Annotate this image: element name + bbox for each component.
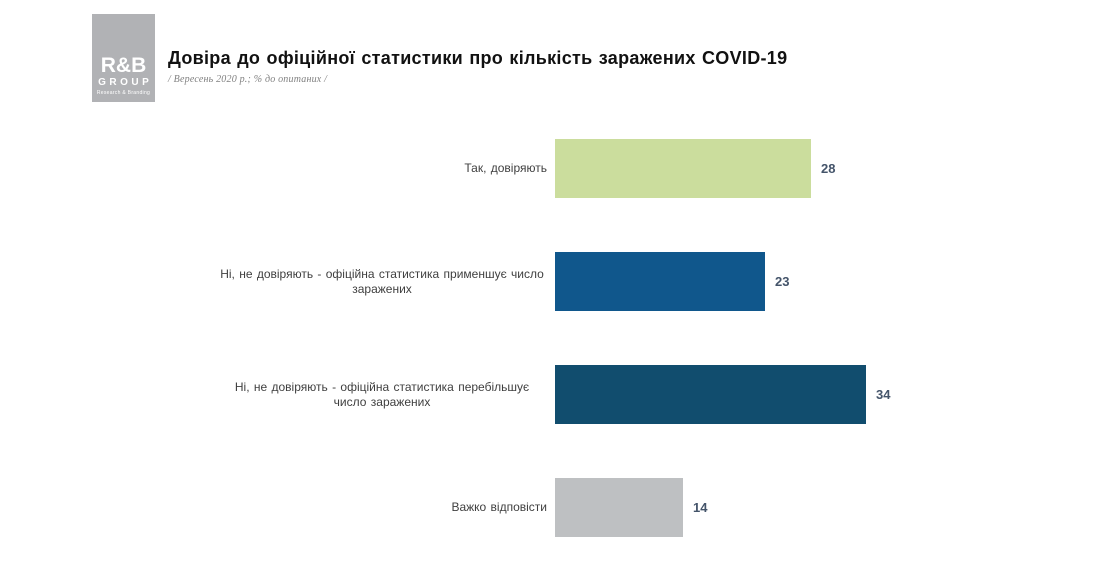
value-label: 14: [693, 500, 708, 515]
rb-group-logo: R&B GROUP Research & Branding: [92, 14, 155, 102]
category-label: Важко відповісти: [451, 500, 547, 514]
category-label: Так, довіряють: [464, 161, 547, 175]
chart-title: Довіра до офіційної статистики про кільк…: [168, 48, 788, 68]
bar: [555, 365, 866, 424]
bar-row: Ні, не довіряють - офіційна статистика п…: [0, 338, 1050, 451]
category-label-cell: Ні, не довіряють - офіційна статистика п…: [0, 380, 555, 410]
chart-header: Довіра до офіційної статистики про кільк…: [168, 47, 1068, 85]
bar: [555, 139, 811, 198]
bar-row: Важко відповісти 14: [0, 451, 1050, 564]
category-label-cell: Так, довіряють: [0, 161, 555, 176]
category-label: Ні, не довіряють - офіційна статистика п…: [220, 266, 544, 296]
category-label: Ні, не довіряють - офіційна статистика п…: [234, 379, 530, 409]
category-label-cell: Ні, не довіряють - офіційна статистика п…: [0, 267, 555, 297]
logo-brand-text: R&B: [100, 54, 147, 77]
bar-cell: 23: [555, 225, 789, 338]
bar-chart: Так, довіряють 28 Ні, не довіряють - офі…: [0, 112, 1050, 564]
bar-row: Ні, не довіряють - офіційна статистика п…: [0, 225, 1050, 338]
value-label: 34: [876, 387, 891, 402]
bar: [555, 252, 765, 311]
bar-cell: 28: [555, 112, 835, 225]
value-label: 28: [821, 161, 836, 176]
value-label: 23: [775, 274, 790, 289]
bar-row: Так, довіряють 28: [0, 112, 1050, 225]
category-label-cell: Важко відповісти: [0, 500, 555, 515]
logo-tagline-text: Research & Branding: [96, 90, 151, 96]
chart-subtitle: / Вересень 2020 р.; % до опитаних /: [168, 74, 328, 85]
bar-cell: 14: [555, 451, 707, 564]
bar: [555, 478, 683, 537]
logo-group-text: GROUP: [98, 77, 153, 88]
bar-cell: 34: [555, 338, 890, 451]
